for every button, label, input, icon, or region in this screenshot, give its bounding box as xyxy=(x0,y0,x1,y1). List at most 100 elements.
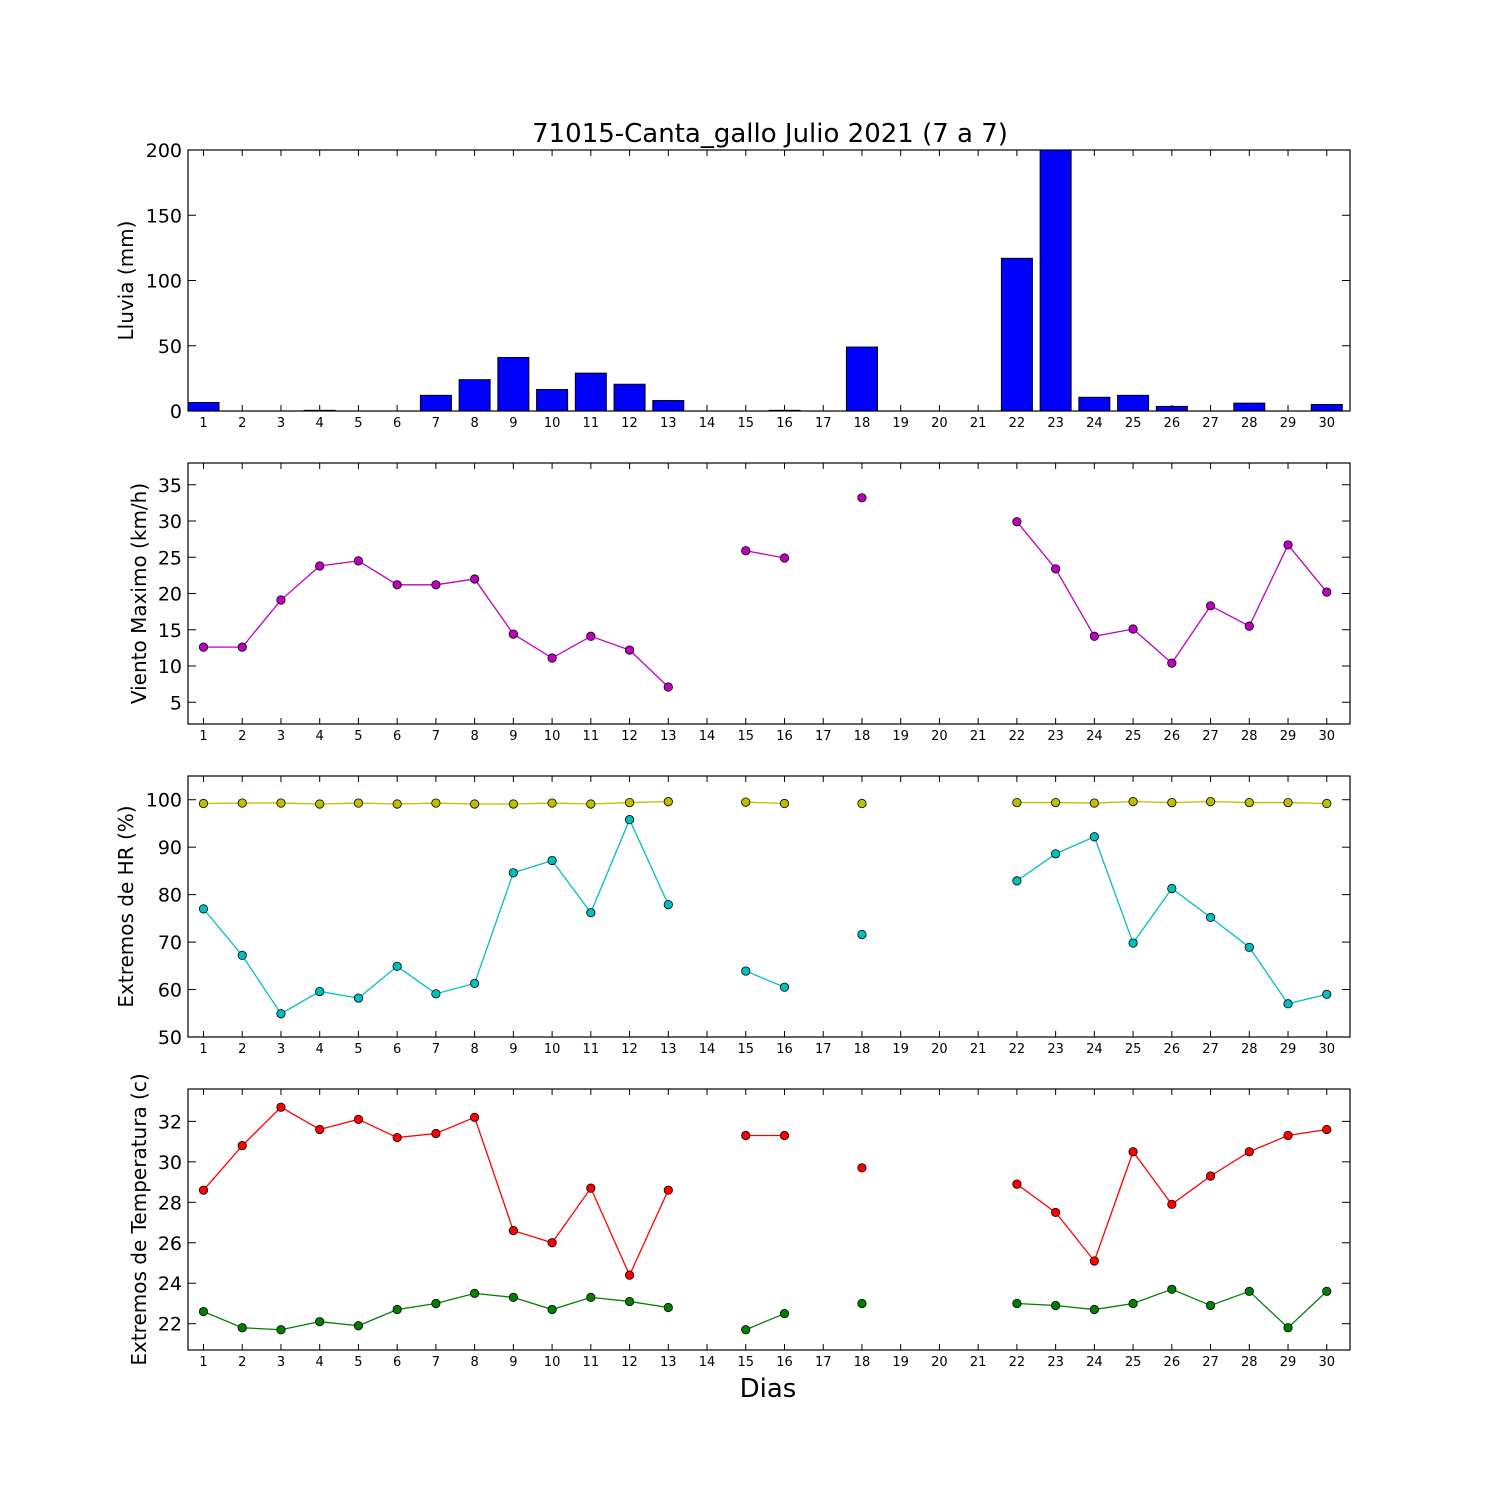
wind-xtick-label: 7 xyxy=(432,729,440,744)
temperature-xtick-label: 15 xyxy=(737,1355,754,1370)
temperature-xtick-label: 26 xyxy=(1164,1355,1181,1370)
wind-series-0-line xyxy=(745,550,785,559)
temperature-xtick-label: 13 xyxy=(660,1355,677,1370)
temperature-series-0-point xyxy=(470,1112,480,1122)
wind-xtick-label: 2 xyxy=(238,729,246,744)
wind-series-0-point xyxy=(857,493,867,503)
temperature-series-0-point xyxy=(237,1141,247,1151)
temperature-ytick-label: 24 xyxy=(158,1273,182,1295)
temperature-series-0-point xyxy=(779,1130,790,1141)
humidity-series-1-point xyxy=(1128,938,1138,948)
humidity-series-1-point xyxy=(663,900,673,910)
wind-xtick-label: 5 xyxy=(354,729,362,744)
temperature-series-1-line xyxy=(1016,1288,1328,1329)
wind-series-0-point xyxy=(1283,540,1293,550)
rain-bar xyxy=(187,402,220,412)
humidity-xtick-label: 24 xyxy=(1086,1042,1103,1057)
humidity-xtick-label: 22 xyxy=(1009,1042,1026,1057)
temperature-series-0-point xyxy=(741,1130,751,1141)
wind-xtick-label: 13 xyxy=(660,729,677,744)
rain-ytick-label: 200 xyxy=(146,140,182,162)
rain-xtick-label: 27 xyxy=(1202,416,1219,431)
wind-xtick-label: 11 xyxy=(583,729,600,744)
temperature-xtick-label: 19 xyxy=(892,1355,909,1370)
rain-bar xyxy=(303,409,336,412)
rain-xtick-label: 14 xyxy=(699,416,716,431)
rain-bar xyxy=(1155,405,1188,412)
rain-xtick-label: 18 xyxy=(854,416,871,431)
temperature-xtick-label: 30 xyxy=(1318,1355,1335,1370)
rain-xtick-label: 28 xyxy=(1241,416,1258,431)
temperature-xtick-label: 18 xyxy=(854,1355,871,1370)
humidity-xtick-label: 4 xyxy=(316,1042,324,1057)
temperature-series-1-point xyxy=(1322,1286,1332,1296)
temperature-series-1-point xyxy=(1205,1300,1216,1311)
x-axis-label: Dias xyxy=(740,1374,797,1404)
temperature-series-0-line xyxy=(1016,1128,1327,1263)
rain-bar xyxy=(768,409,801,412)
temperature-xtick-label: 24 xyxy=(1086,1355,1103,1370)
temperature-series-1-point xyxy=(315,1317,325,1327)
rain-bar xyxy=(536,388,569,412)
wind-series-0-line xyxy=(1016,521,1328,665)
humidity-frame xyxy=(187,775,1351,1038)
humidity-series-1-point xyxy=(1089,832,1099,842)
temperature-xtick-label: 11 xyxy=(583,1355,600,1370)
wind-xtick-label: 23 xyxy=(1047,729,1064,744)
humidity-series-1-point xyxy=(276,1009,286,1019)
rain-bar xyxy=(1078,396,1111,412)
temperature-series-0-point xyxy=(1089,1256,1099,1266)
wind-series-0-point xyxy=(1167,658,1177,668)
temperature-ytick-label: 28 xyxy=(158,1192,182,1214)
rain-xtick-label: 30 xyxy=(1318,416,1335,431)
humidity-xtick-label: 9 xyxy=(509,1042,517,1057)
temperature-series-0-point xyxy=(1051,1207,1061,1218)
humidity-series-0-point xyxy=(1051,797,1061,808)
rain-xtick-label: 13 xyxy=(660,416,677,431)
humidity-xtick-label: 13 xyxy=(660,1042,677,1057)
humidity-series-1-point xyxy=(779,982,790,992)
humidity-series-1-line xyxy=(745,970,785,988)
temperature-xtick-label: 5 xyxy=(354,1355,362,1370)
wind-series-0-point xyxy=(508,629,518,639)
temperature-series-0-point xyxy=(1283,1130,1293,1141)
humidity-series-0-point xyxy=(431,798,441,808)
rain-xtick-label: 3 xyxy=(277,416,285,431)
humidity-series-1-point xyxy=(508,868,518,878)
wind-series-0-point xyxy=(198,642,209,652)
temperature-series-1-line xyxy=(745,1312,785,1331)
humidity-series-0-point xyxy=(1283,797,1293,808)
wind-xtick-label: 6 xyxy=(393,729,401,744)
humidity-series-0-point xyxy=(1322,798,1332,809)
humidity-series-1-point xyxy=(237,950,247,960)
rain-xtick-label: 29 xyxy=(1280,416,1297,431)
temperature-series-1-point xyxy=(741,1325,751,1335)
rain-xtick-label: 16 xyxy=(776,416,793,431)
wind-xtick-label: 10 xyxy=(544,729,561,744)
humidity-series-1-point xyxy=(1205,912,1216,923)
temperature-xtick-label: 3 xyxy=(277,1355,285,1370)
temperature-xtick-label: 21 xyxy=(970,1355,987,1370)
wind-ytick-label: 25 xyxy=(158,547,182,569)
temperature-series-1-point xyxy=(624,1296,635,1307)
rain-xtick-label: 2 xyxy=(238,416,246,431)
humidity-xtick-label: 29 xyxy=(1280,1042,1297,1057)
wind-ytick-label: 35 xyxy=(158,475,182,497)
temperature-xtick-label: 10 xyxy=(544,1355,561,1370)
temperature-series-1-point xyxy=(663,1302,673,1313)
wind-xtick-label: 25 xyxy=(1125,729,1142,744)
wind-xtick-label: 9 xyxy=(509,729,517,744)
temperature-series-0-point xyxy=(315,1124,325,1135)
wind-series-0-point xyxy=(1051,564,1061,574)
humidity-series-1-point xyxy=(857,929,867,940)
humidity-xtick-label: 17 xyxy=(815,1042,832,1057)
humidity-xtick-label: 18 xyxy=(854,1042,871,1057)
humidity-series-0-point xyxy=(508,799,518,809)
humidity-series-1-point xyxy=(353,993,364,1003)
temperature-series-1-point xyxy=(392,1304,402,1315)
humidity-series-0-point xyxy=(392,799,402,809)
temperature-series-1-point xyxy=(1283,1323,1293,1333)
